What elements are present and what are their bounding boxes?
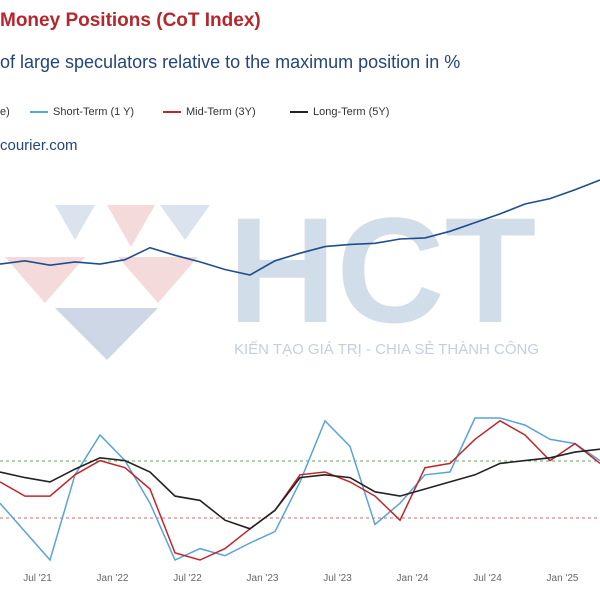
legend-label-long-term: Long-Term (5Y) [313,106,390,118]
legend-swatch-mid-term [163,111,181,113]
legend-swatch-short-term [30,111,48,113]
legend-swatch-long-term [290,111,308,113]
legend-item-mid-term[interactable]: Mid-Term (3Y) [163,106,256,118]
x-axis: Jul '21 Jan '22 Jul '22 Jan '23 Jul '23 Jan '… [23,573,579,584]
short-term-line [0,417,600,562]
price-line [0,179,600,276]
source-link[interactable]: courier.com [0,137,78,154]
x-tick-label: Jul '24 [473,573,502,584]
x-tick-label: Jan '22 [97,573,129,584]
x-tick-label: Jul '22 [173,573,202,584]
watermark-logo-shape-right [118,257,198,303]
legend-item-partial[interactable]: e) [0,106,10,118]
legend-label-partial: e) [0,106,10,118]
watermark-tagline: KIẾN TẠO GIÁ TRỊ - CHIA SẺ THÀNH CÔNG [234,341,539,358]
x-tick-label: Jul '21 [23,573,52,584]
chart-title: Money Positions (CoT Index) [0,10,261,31]
x-tick-label: Jan '24 [397,573,429,584]
watermark-logo-shape-side-right [160,205,210,240]
legend-label-short-term: Short-Term (1 Y) [53,106,135,118]
x-tick-label: Jul '23 [323,573,352,584]
x-tick-label: Jan '25 [547,573,579,584]
watermark-logo-shape-side-left [55,205,95,240]
cot-chart [0,417,600,562]
long-term-line [0,448,600,530]
watermark-logo-shape-diamond [55,308,158,360]
chart-subtitle: of large speculators relative to the max… [0,52,461,72]
watermark: HCT KIẾN TẠO GIÁ TRỊ - CHIA SẺ THÀNH CÔN… [5,186,539,360]
watermark-logo-shape-left [5,257,85,303]
watermark-logo-shape-top [107,205,155,247]
legend-item-short-term[interactable]: Short-Term (1 Y) [30,106,134,118]
legend-item-long-term[interactable]: Long-Term (5Y) [290,106,389,118]
mid-term-line [0,419,600,561]
x-tick-label: Jan '23 [247,573,279,584]
price-chart [0,179,600,276]
legend-label-mid-term: Mid-Term (3Y) [186,106,256,118]
watermark-logo-text: HCT [228,186,536,354]
